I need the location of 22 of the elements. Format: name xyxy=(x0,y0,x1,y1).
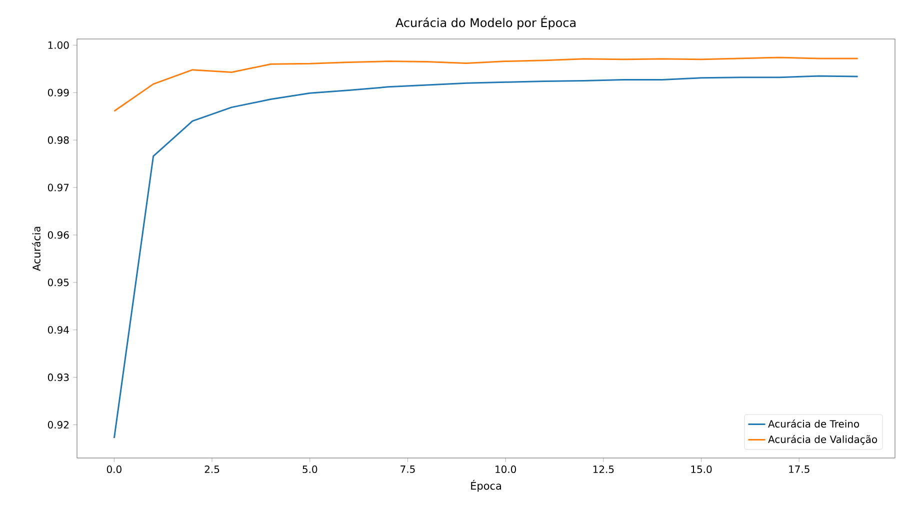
x-axis-title: Época xyxy=(471,480,501,492)
y-tick-label: 0.94 xyxy=(48,326,69,334)
x-tick-label: 2.5 xyxy=(204,466,220,474)
x-tick-label: 12.5 xyxy=(593,466,614,474)
x-tick-label: 15.0 xyxy=(691,466,712,474)
legend-label: Acurácia de Treino xyxy=(768,420,860,428)
y-tick-label: 0.93 xyxy=(48,374,69,382)
chart-title: Acurácia do Modelo por Época xyxy=(396,16,576,30)
y-tick-label: 1.00 xyxy=(48,41,69,49)
legend-label: Acurácia de Validação xyxy=(768,434,878,445)
x-tick-label: 17.5 xyxy=(789,466,810,473)
y-tick-label: 0.98 xyxy=(48,136,69,144)
y-tick-label: 0.99 xyxy=(48,88,69,96)
x-tick-label: 0.0 xyxy=(106,466,122,474)
y-tick-label: 0.97 xyxy=(48,184,69,192)
y-tick-label: 0.96 xyxy=(48,231,69,239)
x-tick-label: 10.0 xyxy=(496,466,516,474)
x-tick-label: 7.5 xyxy=(400,466,415,473)
y-tick-label: 0.95 xyxy=(48,278,69,286)
x-tick-label: 5.0 xyxy=(302,466,318,474)
y-tick-label: 0.92 xyxy=(48,421,68,429)
y-axis-title: Acurácia xyxy=(32,226,40,271)
